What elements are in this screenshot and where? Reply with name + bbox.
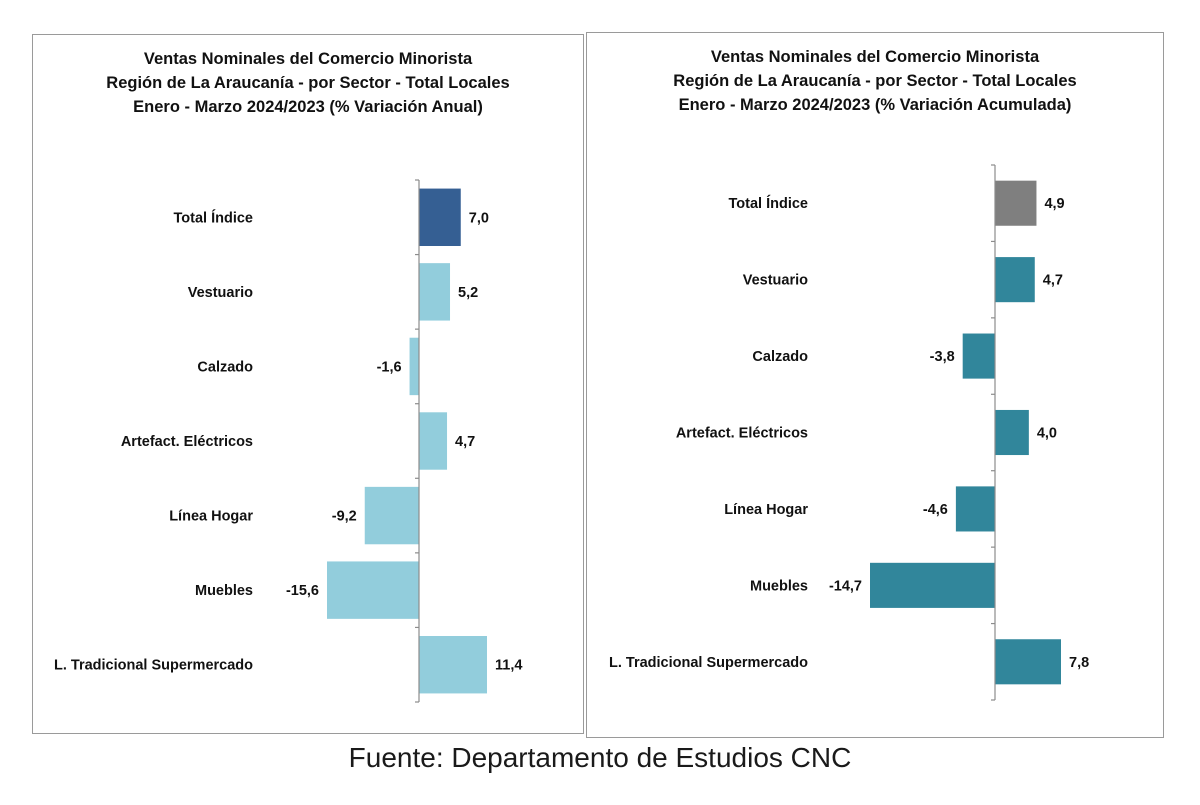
data-label-artefact-electricos: 4,0	[1037, 426, 1057, 442]
category-label-total-indice: Total Índice	[174, 209, 254, 226]
bar-artefact-electricos	[419, 412, 448, 470]
data-label-linea-hogar: -4,6	[923, 502, 948, 518]
chart-title-line-3: Enero - Marzo 2024/2023 (% Variación Acu…	[678, 96, 1072, 114]
data-label-calzado: -3,8	[930, 349, 955, 365]
bar-l-tradicional-supermercado	[419, 636, 487, 694]
bar-artefact-electricos	[995, 409, 1029, 456]
bar-muebles	[327, 561, 419, 619]
chart-panel-annual: Ventas Nominales del Comercio Minorista …	[32, 34, 584, 734]
data-label-vestuario: 4,7	[1043, 273, 1063, 289]
bar-muebles	[870, 562, 995, 608]
data-label-artefact-electricos: 4,7	[455, 434, 475, 450]
category-label-muebles: Muebles	[195, 583, 253, 599]
bar-total-indice	[419, 188, 461, 246]
data-label-l-tradicional-supermercado: 11,4	[495, 658, 522, 674]
bar-total-indice	[995, 180, 1037, 226]
category-label-muebles: Muebles	[750, 578, 808, 594]
chart-title: Ventas Nominales del Comercio Minorista …	[33, 47, 583, 119]
data-label-muebles: -15,6	[286, 583, 319, 599]
data-label-calzado: -1,6	[377, 359, 402, 375]
category-label-l-tradicional-supermercado: L. Tradicional Supermercado	[609, 655, 808, 671]
category-label-l-tradicional-supermercado: L. Tradicional Supermercado	[54, 658, 253, 674]
bar-linea-hogar	[364, 486, 419, 545]
bar-vestuario	[995, 257, 1035, 303]
data-label-linea-hogar: -9,2	[332, 509, 357, 525]
category-label-linea-hogar: Línea Hogar	[169, 509, 253, 525]
data-label-vestuario: 5,2	[458, 285, 478, 301]
chart-title-line-1: Ventas Nominales del Comercio Minorista	[710, 48, 1040, 66]
bar-vestuario	[419, 263, 451, 321]
bar-linea-hogar	[955, 486, 995, 532]
category-label-total-indice: Total Índice	[729, 195, 809, 212]
bar-calzado	[962, 333, 995, 379]
category-label-calzado: Calzado	[752, 349, 808, 365]
category-label-calzado: Calzado	[197, 359, 253, 375]
category-label-vestuario: Vestuario	[188, 285, 253, 301]
category-label-vestuario: Vestuario	[743, 273, 808, 289]
category-label-linea-hogar: Línea Hogar	[724, 502, 808, 518]
chart-panel-cumulative: Ventas Nominales del Comercio Minorista …	[586, 32, 1164, 738]
chart-title-line-1: Ventas Nominales del Comercio Minorista	[143, 50, 473, 68]
source-note: Fuente: Departamento de Estudios CNC	[348, 742, 852, 773]
category-label-artefact-electricos: Artefact. Eléctricos	[676, 426, 808, 442]
chart-title-line-3: Enero - Marzo 2024/2023 (% Variación Anu…	[133, 98, 483, 116]
bar-l-tradicional-supermercado	[995, 639, 1061, 685]
bar-chart-annual: Total Índice 7,0 Vestuario 5,2 Calzado -1,6 Ar…	[54, 179, 522, 703]
data-label-muebles: -14,7	[829, 578, 862, 594]
category-label-artefact-electricos: Artefact. Eléctricos	[121, 434, 253, 450]
chart-title: Ventas Nominales del Comercio Minorista …	[587, 45, 1163, 117]
bar-chart-cumulative: Total Índice 4,9 Vestuario 4,7 Calzado -3,8 Ar…	[609, 164, 1089, 701]
data-label-l-tradicional-supermercado: 7,8	[1069, 655, 1089, 671]
data-label-total-indice: 4,9	[1044, 196, 1064, 212]
data-label-total-indice: 7,0	[469, 210, 489, 226]
chart-title-line-2: Región de La Araucanía - por Sector - To…	[106, 74, 510, 92]
bar-calzado	[409, 337, 419, 396]
chart-title-line-2: Región de La Araucanía - por Sector - To…	[673, 72, 1077, 90]
